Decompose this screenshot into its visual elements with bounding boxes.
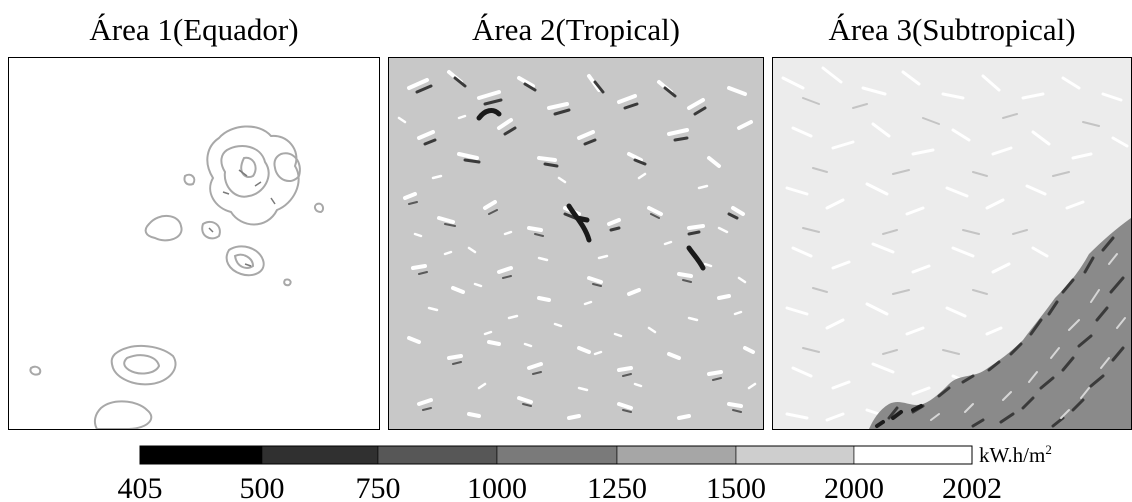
colorbar-swatch-1 (261, 445, 379, 465)
panel-title-area-1: Área 1(Equador) (89, 12, 299, 47)
terrain-map-area-1 (29, 125, 325, 429)
colorbar-outline (139, 445, 973, 465)
colorbar-tick-label: 405 (118, 472, 163, 502)
legend-unit: kW.h/m2 (979, 442, 1052, 467)
map-panel-area-2 (388, 57, 764, 430)
legend-unit-superscript: 2 (1045, 442, 1052, 457)
colorbar-swatch-2 (377, 445, 498, 465)
colorbar-swatch-6 (853, 445, 973, 465)
map-panel-area-3 (772, 57, 1132, 430)
colorbar-swatch-4 (616, 445, 737, 465)
colorbar-tick-label: 1500 (706, 472, 766, 502)
colorbar-tick-label: 1000 (467, 472, 527, 502)
colorbar-swatch-3 (496, 445, 618, 465)
colorbar-tick-label: 2002 (942, 472, 1002, 502)
colorbar-tick-label: 2000 (824, 472, 884, 502)
map-panel-area-1 (8, 57, 380, 430)
panel-title-area-2: Área 2(Tropical) (471, 12, 681, 47)
terrain-map-area-3 (781, 66, 1131, 429)
panel-title-area-3: Área 3(Subtropical) (828, 12, 1076, 47)
terrain-map-area-2 (397, 70, 757, 420)
colorbar-legend: kW.h/m2 405 500 750 1000 1250 1500 2000 2002 (118, 442, 1052, 502)
colorbar-tick-label: 750 (356, 472, 401, 502)
colorbar-swatch-0 (139, 445, 263, 465)
colorbar-tick-label: 500 (240, 472, 285, 502)
colorbar-swatch-5 (735, 445, 855, 465)
colorbar-tick-label: 1250 (587, 472, 647, 502)
